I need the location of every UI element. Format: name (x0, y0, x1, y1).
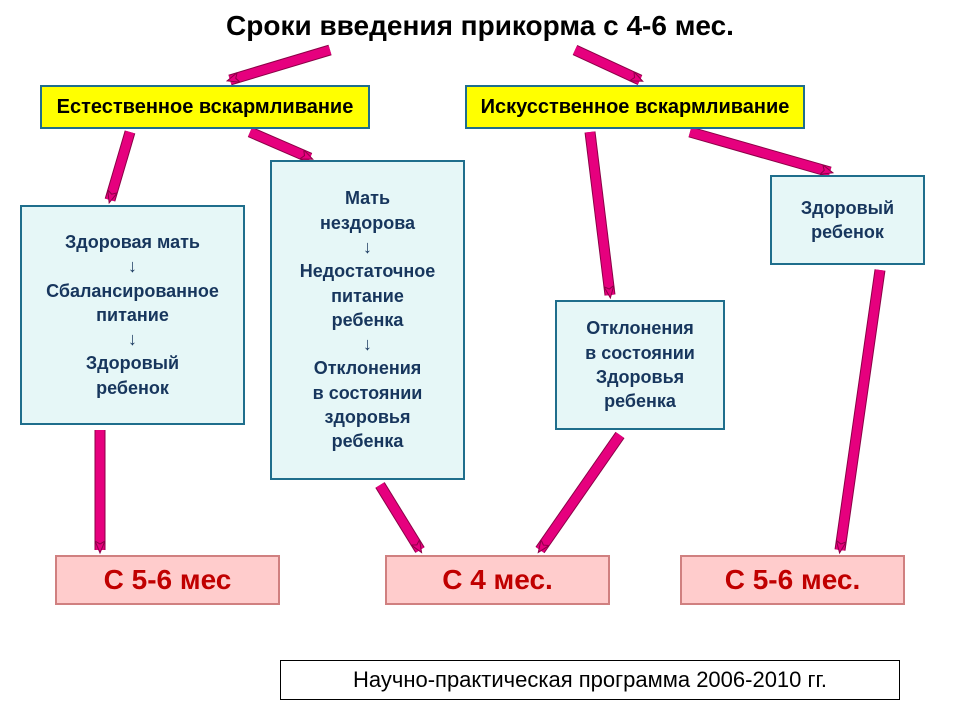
feeding-type-artificial: Искусственное вскармливание (465, 85, 805, 129)
condition-unhealthy-mother: Матьнездорова↓Недостаточноепитаниеребенк… (270, 160, 465, 480)
condition-healthy-child: Здоровыйребенок (770, 175, 925, 265)
result-5-6a: С 5-6 мес (55, 555, 280, 605)
result-4: С 4 мес. (385, 555, 610, 605)
feeding-type-natural: Естественное вскармливание (40, 85, 370, 129)
condition-healthy-mother: Здоровая мать↓Сбалансированноепитание↓Зд… (20, 205, 245, 425)
footer-citation: Научно-практическая программа 2006-2010 … (280, 660, 900, 700)
result-5-6b: С 5-6 мес. (680, 555, 905, 605)
diagram-title: Сроки введения прикорма с 4-6 мес. (140, 10, 820, 50)
condition-deviations: Отклоненияв состоянииЗдоровьяребенка (555, 300, 725, 430)
